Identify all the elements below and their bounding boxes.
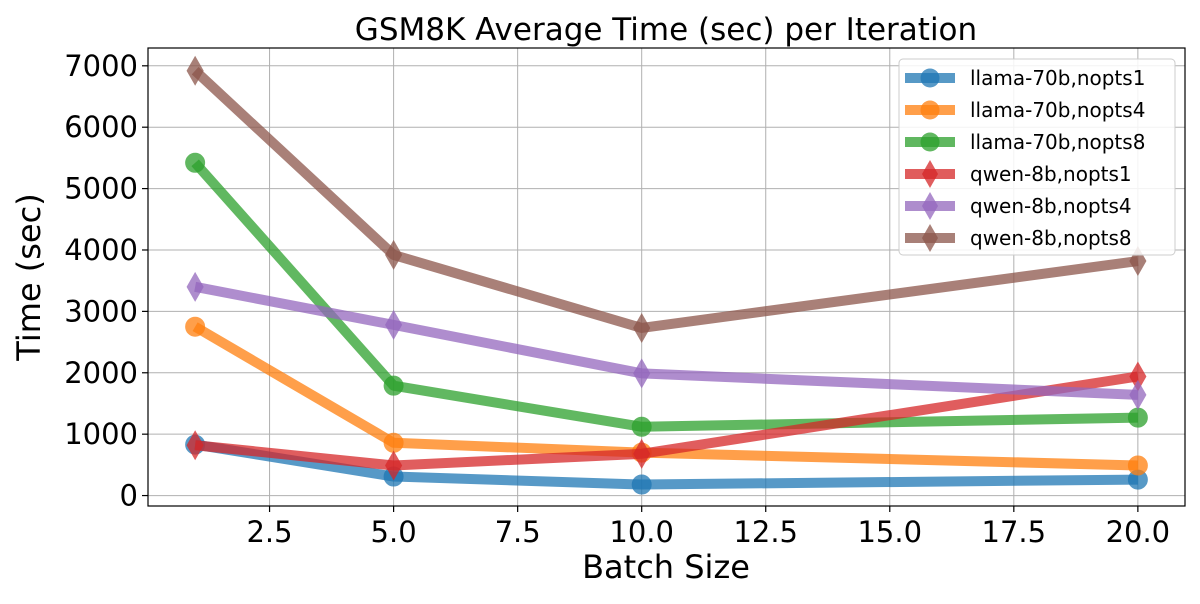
legend-marker-circle — [920, 68, 940, 88]
legend-label: llama-70b,nopts8 — [970, 130, 1145, 154]
y-tick-label: 4000 — [64, 233, 138, 267]
legend-item: llama-70b,nopts1 — [905, 66, 1145, 90]
y-tick-label: 3000 — [64, 294, 138, 328]
series-line — [191, 159, 1138, 432]
series-llama-70b-nopts8 — [185, 152, 1148, 437]
x-tick-label: 2.5 — [246, 515, 292, 549]
y-tick-label: 2000 — [64, 356, 138, 390]
data-point-circle — [383, 432, 404, 453]
series-line — [194, 439, 1138, 490]
data-point-diamond — [633, 358, 651, 389]
x-axis-label: Batch Size — [582, 548, 750, 586]
legend-marker-diamond — [922, 192, 938, 220]
y-tick-label: 1000 — [64, 417, 138, 451]
axis-ticks: 2.5 5.0 7.5 10.0 12.5 15.0 17.5 20.0 0 1000 2000 30… — [64, 49, 1170, 549]
legend-item: qwen-8b,nopts8 — [905, 224, 1132, 252]
legend-marker-diamond — [922, 160, 938, 188]
plot-area-frame — [147, 47, 1186, 507]
y-tick-label: 6000 — [64, 110, 138, 144]
data-point-diamond — [186, 430, 204, 461]
x-tick-label: 7.5 — [495, 515, 541, 549]
data-point-circle — [185, 316, 206, 337]
series-lines — [185, 55, 1148, 495]
legend-box — [898, 58, 1176, 256]
x-tick-label: 15.0 — [857, 515, 922, 549]
data-point-diamond — [385, 309, 403, 340]
legend-item: qwen-8b,nopts4 — [905, 192, 1132, 220]
legend-label: qwen-8b,nopts4 — [970, 194, 1132, 218]
series-line — [192, 322, 1138, 471]
x-tick-label: 12.5 — [733, 515, 798, 549]
series-line — [194, 371, 1139, 471]
x-tick-label: 5.0 — [371, 515, 417, 549]
series-qwen-8b-nopts4 — [186, 271, 1147, 410]
data-point-circle — [631, 416, 652, 437]
legend-item: qwen-8b,nopts1 — [905, 160, 1132, 188]
legend-label: qwen-8b,nopts8 — [970, 226, 1132, 250]
chart-title: GSM8K Average Time (sec) per Iteration — [355, 12, 977, 48]
data-point-diamond — [385, 450, 403, 481]
data-point-circle — [185, 152, 206, 173]
x-tick-label: 17.5 — [982, 515, 1047, 549]
y-tick-label: 0 — [120, 479, 138, 513]
legend-item: llama-70b,nopts4 — [905, 98, 1145, 122]
legend-item: llama-70b,nopts8 — [905, 130, 1145, 154]
y-axis-label: Time (sec) — [10, 193, 48, 361]
series-line — [191, 67, 1139, 333]
data-point-diamond — [186, 271, 204, 302]
data-point-diamond — [385, 239, 403, 270]
legend-label: llama-70b,nopts4 — [970, 98, 1145, 122]
data-point-diamond — [1129, 379, 1147, 410]
y-tick-label: 5000 — [64, 172, 138, 206]
legend-marker-circle — [920, 132, 940, 152]
legend: llama-70b,nopts1 llama-70b,nopts4 llama-70… — [898, 58, 1176, 256]
data-point-diamond — [186, 55, 204, 86]
series-qwen-8b-nopts8 — [186, 55, 1147, 343]
data-point-circle — [1127, 455, 1148, 476]
data-point-circle — [383, 375, 404, 396]
x-tick-label: 20.0 — [1106, 515, 1171, 549]
legend-marker-circle — [920, 100, 940, 120]
data-point-diamond — [633, 312, 651, 343]
legend-marker-diamond — [922, 224, 938, 252]
x-tick-label: 10.0 — [609, 515, 674, 549]
legend-label: llama-70b,nopts1 — [970, 66, 1145, 90]
data-point-diamond — [633, 438, 651, 469]
y-tick-label: 7000 — [64, 49, 138, 83]
series-qwen-8b-nopts1 — [186, 361, 1147, 481]
legend-label: qwen-8b,nopts1 — [970, 162, 1132, 186]
data-point-circle — [631, 474, 652, 495]
data-point-circle — [1127, 407, 1148, 428]
series-line — [194, 281, 1139, 400]
